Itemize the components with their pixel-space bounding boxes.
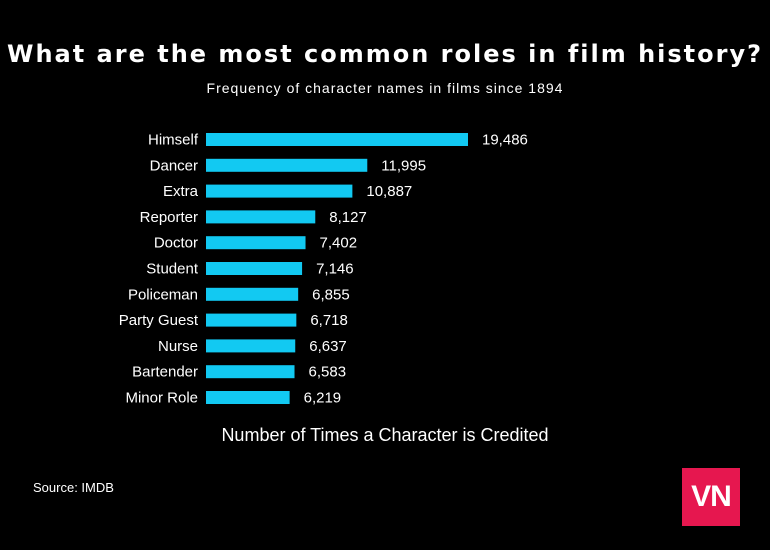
category-label: Nurse (158, 338, 198, 355)
bar (206, 262, 303, 275)
category-label: Party Guest (119, 312, 199, 329)
chart-subtitle: Frequency of character names in films si… (206, 80, 564, 96)
value-label: 7,146 (316, 261, 354, 278)
value-label: 8,127 (329, 209, 367, 226)
bar (206, 287, 299, 301)
category-label: Himself (148, 132, 199, 149)
value-label: 19,486 (482, 132, 528, 149)
category-label: Reporter (140, 209, 198, 226)
category-label: Policeman (128, 286, 198, 303)
bar-chart: Himself 19,486 Dancer 11,995 Extra 10,887 Repo… (119, 132, 528, 407)
bar (206, 339, 296, 353)
bar (206, 210, 316, 224)
brand-logo: VN (682, 468, 740, 526)
value-label: 6,637 (309, 338, 347, 355)
bar (206, 391, 290, 404)
value-label: 7,402 (320, 235, 358, 252)
bar (206, 236, 306, 250)
value-label: 11,995 (381, 157, 426, 174)
bar (206, 365, 295, 379)
x-axis-label: Number of Times a Character is Credited (221, 425, 549, 445)
bar (206, 158, 368, 172)
bar (206, 184, 353, 198)
category-label: Extra (163, 183, 199, 200)
source-note: Source: IMDB (33, 480, 114, 495)
category-label: Student (146, 261, 199, 278)
chart-title: What are the most common roles in film h… (6, 40, 764, 68)
category-label: Doctor (154, 235, 198, 252)
bar (206, 313, 297, 327)
value-label: 6,583 (309, 364, 347, 381)
value-label: 10,887 (366, 183, 412, 200)
category-label: Bartender (132, 364, 198, 381)
value-label: 6,718 (310, 312, 348, 329)
value-label: 6,855 (312, 286, 350, 303)
value-label: 6,219 (304, 390, 342, 407)
category-label: Minor Role (125, 390, 198, 407)
category-label: Dancer (150, 157, 198, 174)
bar (206, 133, 468, 146)
